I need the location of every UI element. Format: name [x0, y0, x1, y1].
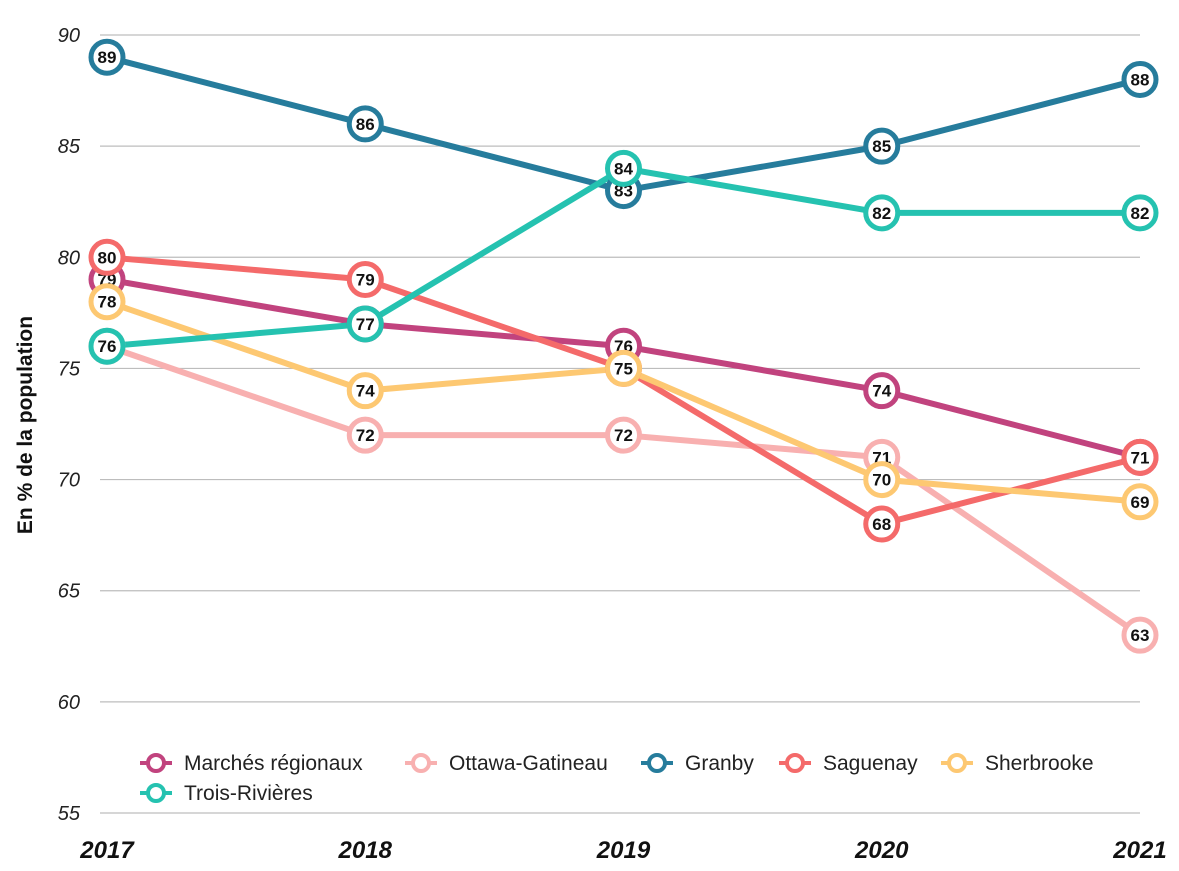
y-axis-label: En % de la population	[14, 316, 37, 534]
data-point	[346, 105, 384, 143]
data-point	[1121, 60, 1159, 98]
legend-label: Granby	[685, 752, 754, 775]
x-tick-label: 2018	[338, 837, 393, 864]
data-label: 75	[614, 359, 633, 378]
legend-label: Ottawa-Gatineau	[449, 752, 608, 775]
x-axis-ticks: 2017 2018 2019 2020 2021	[79, 837, 1166, 864]
data-point	[863, 505, 901, 543]
data-point	[605, 149, 642, 187]
data-point	[1121, 438, 1159, 476]
data-label: 86	[356, 115, 375, 134]
data-label: 71	[1131, 448, 1150, 467]
data-label: 63	[1131, 626, 1150, 645]
data-label: 72	[356, 426, 375, 445]
series-line	[104, 254, 1143, 528]
data-label: 89	[98, 48, 117, 67]
y-tick-label: 65	[58, 581, 81, 603]
data-point	[1121, 616, 1159, 654]
data-point	[863, 372, 901, 410]
data-point	[88, 283, 126, 321]
data-label: 68	[872, 515, 891, 534]
legend-item: Ottawa-Gatineau	[405, 752, 608, 775]
legend-swatch-marker	[146, 753, 166, 773]
data-label: 84	[614, 159, 633, 178]
legend-item: Marchés régionaux	[140, 752, 363, 775]
x-tick-label: 2019	[596, 837, 651, 864]
data-label: 74	[356, 382, 375, 401]
y-axis-ticks: 55 60 65 70 75 80 85 90	[58, 25, 81, 825]
x-tick-label: 2020	[854, 837, 909, 864]
data-point	[346, 305, 384, 343]
data-point	[88, 38, 126, 76]
data-point	[1121, 194, 1159, 232]
data-point	[863, 461, 901, 499]
x-tick-label: 2017	[79, 837, 135, 864]
data-label: 69	[1131, 493, 1150, 512]
legend-item: Granby	[641, 752, 754, 775]
legend-swatch-marker	[647, 753, 667, 773]
data-label: 79	[356, 271, 375, 290]
data-point	[1121, 483, 1159, 521]
legend: Marchés régionaux Ottawa-Gatineau Granby Sa…	[140, 752, 1094, 805]
y-tick-label: 60	[58, 692, 80, 714]
data-label: 80	[98, 248, 117, 267]
data-label: 82	[872, 204, 891, 223]
legend-label: Trois-Rivières	[184, 782, 313, 805]
data-label: 77	[356, 315, 375, 334]
legend-swatch-marker	[785, 753, 805, 773]
legend-item: Trois-Rivières	[140, 782, 313, 805]
legend-item: Saguenay	[779, 752, 918, 775]
data-point	[346, 261, 384, 299]
data-point	[605, 349, 642, 387]
data-point	[605, 416, 642, 454]
data-label: 85	[872, 137, 891, 156]
data-label: 70	[872, 471, 891, 490]
series: 7977767471767272716389868385888079756871…	[88, 38, 1159, 654]
x-tick-label: 2021	[1112, 837, 1166, 864]
legend-label: Sherbrooke	[985, 752, 1094, 775]
y-tick-label: 70	[58, 470, 80, 492]
data-label: 82	[1131, 204, 1150, 223]
data-point	[346, 416, 384, 454]
data-point	[88, 327, 126, 365]
data-point	[88, 238, 126, 276]
data-label: 72	[614, 426, 633, 445]
series-points: 78 74 75 70 69	[88, 283, 1159, 521]
data-label: 78	[98, 293, 117, 312]
legend-label: Saguenay	[823, 752, 918, 775]
data-point	[346, 372, 384, 410]
legend-label: Marchés régionaux	[184, 752, 363, 775]
data-label: 88	[1131, 70, 1150, 89]
data-label: 76	[98, 337, 117, 356]
legend-swatch-marker	[947, 753, 967, 773]
legend-swatch-marker	[146, 783, 166, 803]
y-tick-label: 80	[58, 247, 80, 269]
y-tick-label: 55	[58, 803, 81, 825]
data-point	[863, 194, 901, 232]
series-points: 76 77 84 82 82	[88, 149, 1159, 365]
data-point	[863, 127, 901, 165]
y-tick-label: 75	[58, 358, 81, 380]
legend-item: Sherbrooke	[941, 752, 1094, 775]
legend-swatch-marker	[411, 753, 431, 773]
data-label: 83	[614, 182, 633, 201]
series-markers: 7977767471767272716389868385888079756871…	[88, 38, 1159, 654]
y-tick-label: 85	[58, 136, 81, 158]
data-label: 74	[872, 382, 891, 401]
y-tick-label: 90	[58, 25, 80, 47]
